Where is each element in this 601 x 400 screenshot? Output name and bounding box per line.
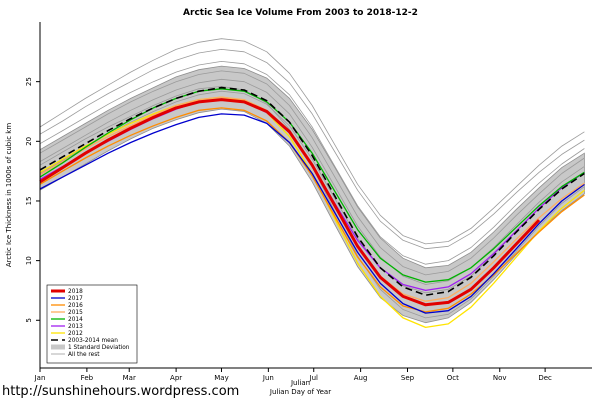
- series-line-2003-2014-mean: [39, 86, 585, 297]
- series-line-2016: [39, 107, 585, 313]
- rest-line-2: [39, 70, 585, 276]
- series-line-2018: [39, 98, 541, 307]
- rest-line-3: [39, 78, 585, 285]
- y-tick-label: 20: [25, 137, 33, 146]
- x-axis-label-julian-day: Julian Day of Year: [269, 388, 332, 396]
- x-tick-label: Sep: [401, 374, 415, 382]
- legend-label: 2014: [68, 317, 83, 323]
- x-tick-label: Mar: [123, 374, 136, 382]
- legend-label: 2012: [68, 331, 83, 337]
- rest-line-1: [39, 61, 585, 265]
- x-tick-label: Jun: [262, 374, 274, 382]
- rest-line-4: [39, 38, 585, 245]
- x-tick-label: Jan: [34, 374, 46, 382]
- series-line-2017: [39, 113, 585, 314]
- y-tick-label: 15: [25, 197, 33, 206]
- x-tick-label: Feb: [81, 374, 94, 382]
- y-axis-label: Arctic Ice Thickness in 1000s of cubic k…: [5, 122, 13, 268]
- legend-label: 1 Standard Deviation: [68, 345, 130, 351]
- legend-label: All the rest: [68, 352, 100, 358]
- source-url-text: http://sunshinehours.wordpress.com: [2, 384, 240, 399]
- x-tick-label: Oct: [447, 374, 459, 382]
- legend-label: 2013: [68, 324, 83, 330]
- legend-label: 2016: [68, 303, 83, 309]
- x-tick-label: Apr: [170, 374, 182, 382]
- std-dev-band: [39, 65, 585, 324]
- x-tick-label: Jul: [309, 374, 319, 382]
- legend-swatch: [51, 344, 65, 350]
- legend-label: 2018: [68, 289, 83, 295]
- x-axis-label-julian: Julian: [290, 379, 311, 387]
- y-tick-label: 25: [25, 77, 33, 86]
- y-tick-label: 5: [25, 318, 33, 322]
- x-tick-label: Nov: [493, 374, 507, 382]
- series-line-2014: [39, 88, 585, 283]
- legend-label: 2015: [68, 310, 83, 316]
- chart-title: Arctic Sea Ice Volume From 2003 to 2018-…: [183, 8, 418, 18]
- x-tick-label: Aug: [354, 374, 368, 382]
- legend-label: 2017: [68, 296, 83, 302]
- x-tick-label: May: [214, 374, 228, 382]
- y-tick-label: 10: [25, 256, 33, 265]
- rest-line-0: [39, 49, 585, 250]
- x-tick-label: Dec: [538, 374, 552, 382]
- legend-label: 2003-2014 mean: [68, 338, 118, 344]
